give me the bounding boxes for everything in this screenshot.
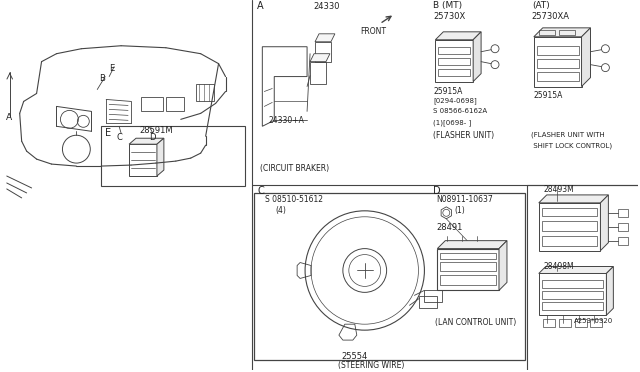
Text: B (MT): B (MT) [433, 1, 463, 10]
Bar [537, 59, 579, 68]
Bar [310, 62, 326, 84]
Bar [618, 209, 628, 217]
Polygon shape [600, 195, 609, 251]
Bar [541, 280, 604, 288]
Bar [101, 126, 245, 186]
Text: D: D [433, 186, 441, 196]
Text: 25554: 25554 [342, 352, 368, 361]
Text: (1): (1) [454, 206, 465, 215]
Text: 28493M: 28493M [544, 185, 575, 194]
Bar [440, 253, 496, 259]
Text: 24330: 24330 [313, 2, 340, 11]
Bar [438, 58, 470, 65]
Text: 25730X: 25730X [433, 12, 466, 21]
Bar [541, 291, 604, 299]
Text: N08911-10637: N08911-10637 [436, 195, 493, 204]
Text: S 08510-51612: S 08510-51612 [266, 195, 323, 204]
Polygon shape [534, 28, 591, 37]
Bar [537, 71, 579, 81]
Text: D: D [149, 133, 156, 142]
Bar [254, 193, 525, 360]
Text: C: C [257, 186, 264, 196]
Bar [440, 262, 496, 272]
Bar [419, 296, 437, 308]
Polygon shape [606, 266, 613, 315]
Polygon shape [310, 54, 330, 62]
Polygon shape [129, 138, 164, 144]
Text: 25915A: 25915A [534, 92, 563, 100]
Bar [618, 223, 628, 231]
Bar [539, 30, 555, 35]
Text: S 08566-6162A: S 08566-6162A [433, 108, 488, 115]
Text: 25915A: 25915A [433, 87, 463, 96]
Bar [559, 30, 575, 35]
Bar [591, 319, 602, 327]
Bar [315, 42, 331, 62]
Bar [141, 97, 163, 111]
Bar [424, 291, 442, 302]
Text: (STEERING WIRE): (STEERING WIRE) [338, 361, 404, 370]
Polygon shape [499, 241, 507, 291]
Text: 25730XA: 25730XA [532, 12, 570, 21]
Polygon shape [315, 34, 335, 42]
Text: A253*0320: A253*0320 [573, 318, 613, 324]
Text: B: B [99, 74, 105, 83]
Polygon shape [435, 32, 481, 40]
Bar [541, 221, 598, 231]
Polygon shape [539, 266, 613, 273]
Text: 28491: 28491 [436, 223, 463, 232]
Bar [537, 46, 579, 55]
Polygon shape [157, 138, 164, 176]
Text: FRONT: FRONT [360, 27, 386, 36]
Text: A: A [257, 1, 264, 11]
Text: (FLASHER UNIT): (FLASHER UNIT) [433, 131, 495, 140]
Bar [541, 302, 604, 310]
Polygon shape [437, 241, 507, 248]
Bar [166, 97, 184, 111]
Text: [0294-0698]: [0294-0698] [433, 97, 477, 104]
Text: (CIRCUIT BRAKER): (CIRCUIT BRAKER) [260, 164, 330, 173]
Text: (LAN CONTROL UNIT): (LAN CONTROL UNIT) [435, 318, 516, 327]
Bar [438, 47, 470, 54]
Text: A: A [6, 113, 12, 122]
Bar [440, 275, 496, 285]
Polygon shape [539, 195, 609, 203]
Polygon shape [582, 28, 591, 87]
Bar [196, 84, 214, 102]
Bar [438, 68, 470, 76]
Bar [618, 237, 628, 245]
Bar [541, 236, 598, 246]
Bar [541, 208, 598, 216]
Text: 28591M: 28591M [139, 126, 173, 135]
Text: C: C [116, 133, 122, 142]
Text: (1)[0698- ]: (1)[0698- ] [433, 119, 472, 126]
Text: (AT): (AT) [532, 1, 550, 10]
Bar [543, 319, 555, 327]
Text: SHIFT LOCK CONTROL): SHIFT LOCK CONTROL) [531, 142, 612, 149]
Text: (FLASHER UNIT WITH: (FLASHER UNIT WITH [531, 131, 605, 138]
Text: 24330+A: 24330+A [268, 116, 304, 125]
Bar [575, 319, 586, 327]
Text: E: E [105, 128, 111, 138]
Text: E: E [109, 64, 115, 73]
Polygon shape [473, 32, 481, 81]
Text: (4): (4) [275, 206, 286, 215]
Bar [559, 319, 571, 327]
Text: 28498M: 28498M [544, 262, 574, 270]
